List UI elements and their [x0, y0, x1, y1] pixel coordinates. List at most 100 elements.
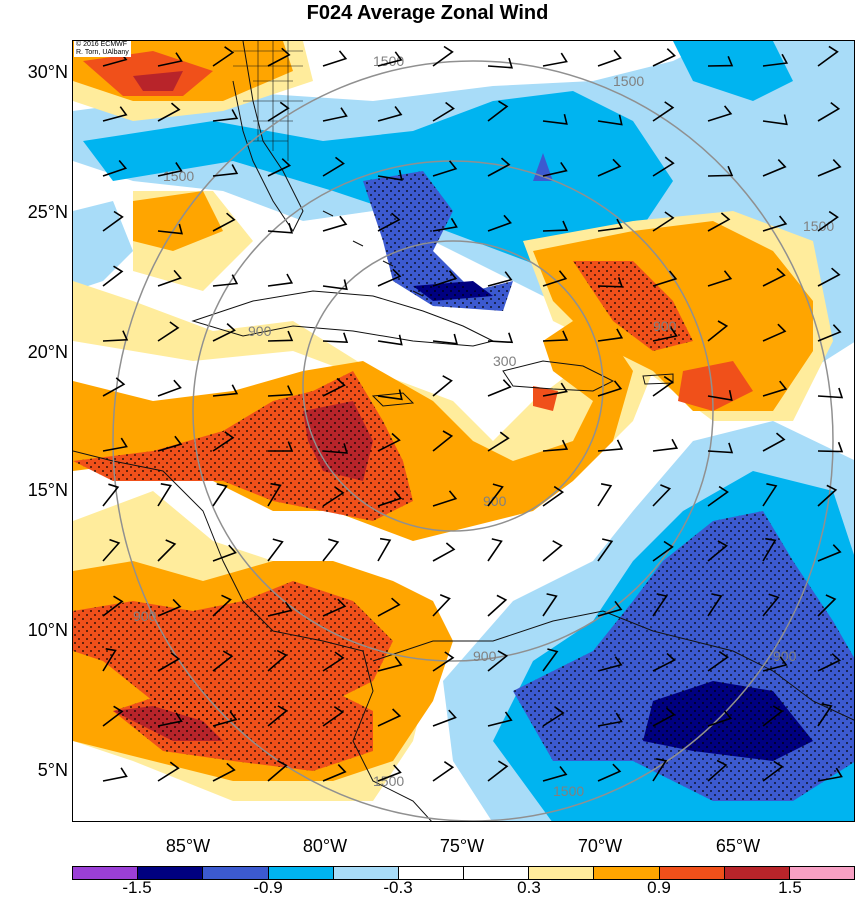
wind-barb	[762, 537, 777, 562]
wind-barb	[267, 158, 292, 177]
negative-wind-area	[673, 41, 793, 101]
wind-barb	[157, 269, 182, 287]
wind-barb	[432, 651, 455, 672]
wind-barb	[542, 706, 565, 727]
wind-barb	[597, 538, 614, 562]
colorbar-swatch	[464, 867, 530, 879]
wind-barb	[762, 656, 788, 672]
wind-barb	[157, 435, 183, 452]
wind-barb	[102, 377, 126, 397]
wind-barb	[707, 540, 729, 562]
wind-barb	[157, 321, 180, 342]
contour-label: 900	[133, 608, 157, 624]
colorbar-swatch	[203, 867, 269, 879]
wind-barb	[487, 332, 514, 344]
wind-barb	[652, 375, 674, 397]
wind-barb	[102, 437, 128, 452]
wind-barb	[157, 102, 181, 122]
wind-barb	[707, 212, 731, 232]
wind-barb	[707, 442, 734, 454]
strong-positive-wind-area	[533, 386, 558, 411]
wind-barb	[487, 483, 504, 507]
wind-barb	[102, 159, 128, 177]
wind-barb	[597, 380, 623, 397]
lon-label: 80°W	[302, 836, 348, 856]
strong-positive-wind-area	[678, 361, 753, 411]
stipple-overlay	[113, 691, 373, 771]
wind-barb	[487, 57, 514, 69]
wind-barb	[762, 593, 780, 617]
wind-barb	[267, 385, 294, 397]
colorbar-label: 0.3	[517, 878, 541, 897]
wind-barb	[817, 267, 841, 287]
wind-barb	[322, 598, 347, 617]
wind-barb	[707, 651, 730, 672]
wind-barb	[102, 767, 128, 782]
wind-barb	[322, 706, 345, 727]
contour-label: 900	[483, 493, 507, 509]
wind-barb	[432, 270, 458, 287]
wind-barb	[267, 222, 294, 234]
wind-barb	[487, 157, 511, 177]
wind-barb	[212, 431, 235, 452]
wind-barb	[157, 598, 182, 617]
wind-barb	[762, 323, 787, 342]
wind-barb	[817, 45, 839, 67]
wind-barb	[817, 594, 837, 617]
positive-wind-area	[73, 281, 653, 481]
contour-label: 1500	[553, 783, 584, 799]
wind-barb	[377, 169, 403, 181]
wind-barb	[212, 711, 238, 727]
wind-barb	[377, 51, 403, 67]
contour-label: 900	[248, 323, 272, 339]
contour-900	[192, 160, 714, 662]
wind-barb	[597, 600, 623, 617]
wind-barb	[432, 45, 454, 67]
wind-barb	[432, 542, 456, 562]
map-title: F024 Average Zonal Wind	[306, 2, 549, 24]
wind-barb	[212, 762, 236, 782]
wind-barb	[817, 101, 841, 122]
wind-barb	[432, 430, 454, 452]
wind-barb	[762, 483, 778, 507]
wind-barb	[597, 158, 622, 177]
wind-barb	[377, 212, 401, 232]
copyright-text: © 2016 ECMWF	[76, 41, 128, 48]
wind-barb	[542, 52, 568, 67]
wind-barb	[267, 441, 294, 452]
wind-barb	[432, 333, 458, 345]
wind-barb	[707, 270, 733, 287]
lon-label: 65°W	[715, 836, 761, 856]
wind-barb	[707, 710, 733, 727]
wind-barb	[322, 215, 348, 232]
colorbar-swatch	[73, 867, 139, 879]
contour-label: 900	[773, 648, 797, 664]
wind-barb	[267, 273, 294, 287]
wind-barb	[377, 268, 402, 287]
wind-barb	[542, 220, 569, 232]
wind-barb	[707, 593, 723, 617]
wind-barb	[542, 161, 568, 177]
lat-label: 20°N	[27, 342, 68, 362]
wind-barb	[157, 761, 180, 782]
wind-barb	[597, 712, 623, 727]
wind-barb	[652, 48, 676, 67]
wind-barb	[377, 708, 402, 727]
map-panel: 1500 1500 1500 1500 1500 1500 900 900 900 900 900 9…	[72, 40, 855, 822]
wind-barb	[652, 540, 674, 562]
wind-barb	[212, 164, 239, 177]
wind-barb	[377, 597, 401, 617]
stipple-overlay	[573, 261, 693, 351]
wind-barb	[762, 760, 784, 782]
contour-1500	[112, 60, 834, 821]
wind-barb	[322, 486, 345, 507]
wind-barb	[762, 432, 786, 452]
contour-label: 1500	[373, 773, 404, 789]
wind-barb	[212, 384, 239, 397]
wind-barb	[377, 334, 403, 346]
colorbar-label: -1.5	[122, 878, 152, 897]
wind-barb	[157, 652, 181, 672]
lat-label: 25°N	[27, 202, 68, 222]
wind-barb	[267, 101, 290, 122]
